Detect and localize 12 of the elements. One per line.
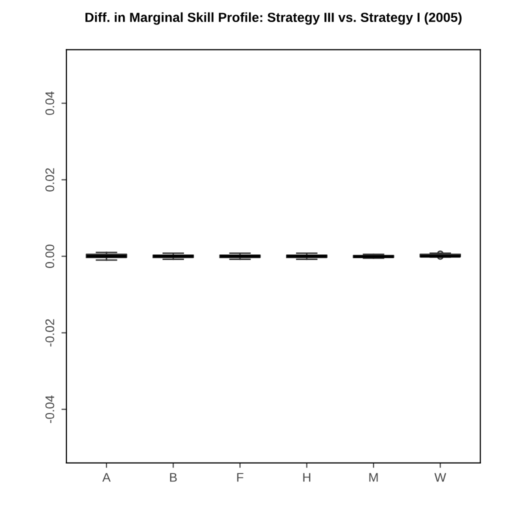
x-tick-label: M [369, 473, 378, 482]
x-tick-label: W [434, 473, 446, 482]
y-tick-label: 0.00 [45, 244, 54, 268]
x-tick-label: B [170, 473, 177, 482]
y-tick-label: -0.04 [45, 395, 54, 424]
x-tick-label: F [237, 473, 244, 482]
x-tick-label: H [303, 473, 310, 482]
y-tick-label: -0.02 [45, 319, 54, 346]
y-tick-label: 0.02 [45, 168, 54, 192]
chart-title: Diff. in Marginal Skill Profile: Strategy III vs. Strategy I (2005) [85, 12, 462, 25]
x-tick-label: A [102, 473, 111, 482]
y-tick-label: 0.04 [45, 91, 54, 115]
